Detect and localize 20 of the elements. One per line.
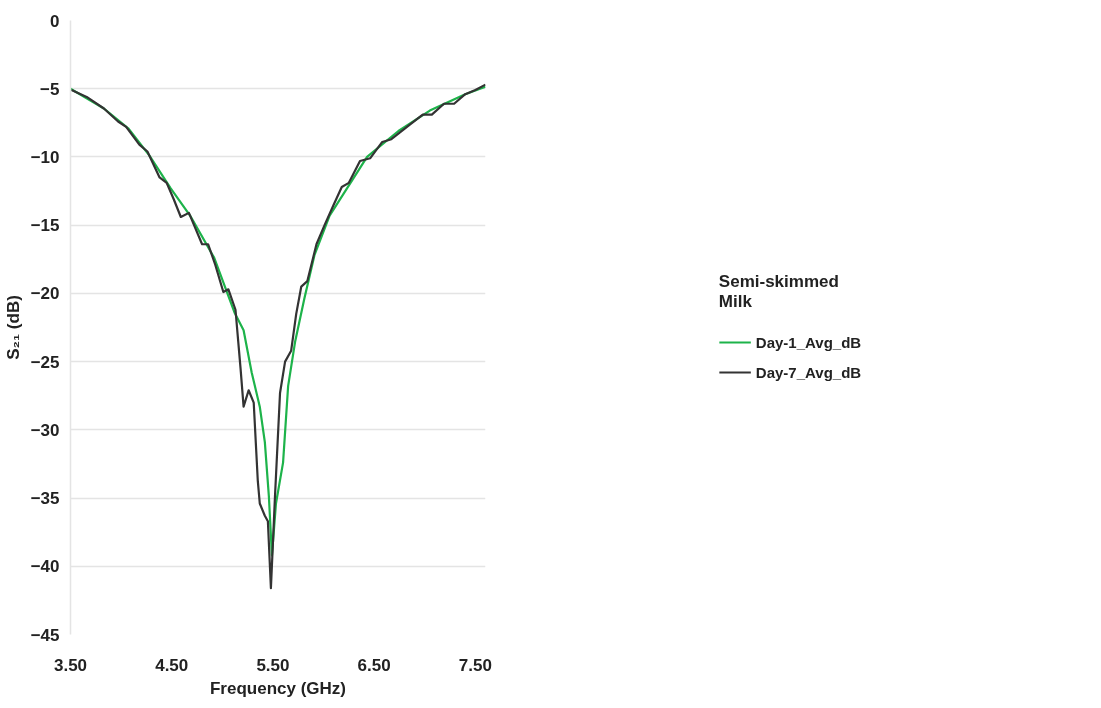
x-tick-label: 7.50 bbox=[458, 655, 492, 675]
legend-title: Semi-skimmed Milk bbox=[718, 272, 840, 312]
y-tick-label: −45 bbox=[30, 625, 60, 645]
y-tick-label: −5 bbox=[40, 79, 60, 99]
legend-label: Day-1_Avg_dB bbox=[755, 333, 862, 351]
x-tick-label: 6.50 bbox=[357, 655, 391, 675]
y-tick-label: −25 bbox=[30, 352, 60, 372]
y-tick-label: −35 bbox=[30, 489, 60, 509]
x-tick-label: 3.50 bbox=[53, 655, 88, 675]
y-tick-label: −10 bbox=[30, 147, 60, 167]
y-tick-label: −30 bbox=[30, 420, 60, 440]
y-axis-title: S₂₁ (dB) bbox=[3, 295, 23, 360]
x-axis-title: Frequency (GHz) bbox=[209, 678, 347, 698]
x-tick-label: 5.50 bbox=[256, 655, 290, 675]
y-tick-label: 0 bbox=[50, 11, 60, 31]
y-tick-label: −15 bbox=[30, 216, 60, 236]
y-tick-label: −20 bbox=[30, 284, 60, 304]
legend-label: Day-7_Avg_dB bbox=[755, 363, 862, 381]
y-tick-label: −40 bbox=[30, 557, 60, 577]
x-tick-label: 4.50 bbox=[155, 655, 189, 675]
